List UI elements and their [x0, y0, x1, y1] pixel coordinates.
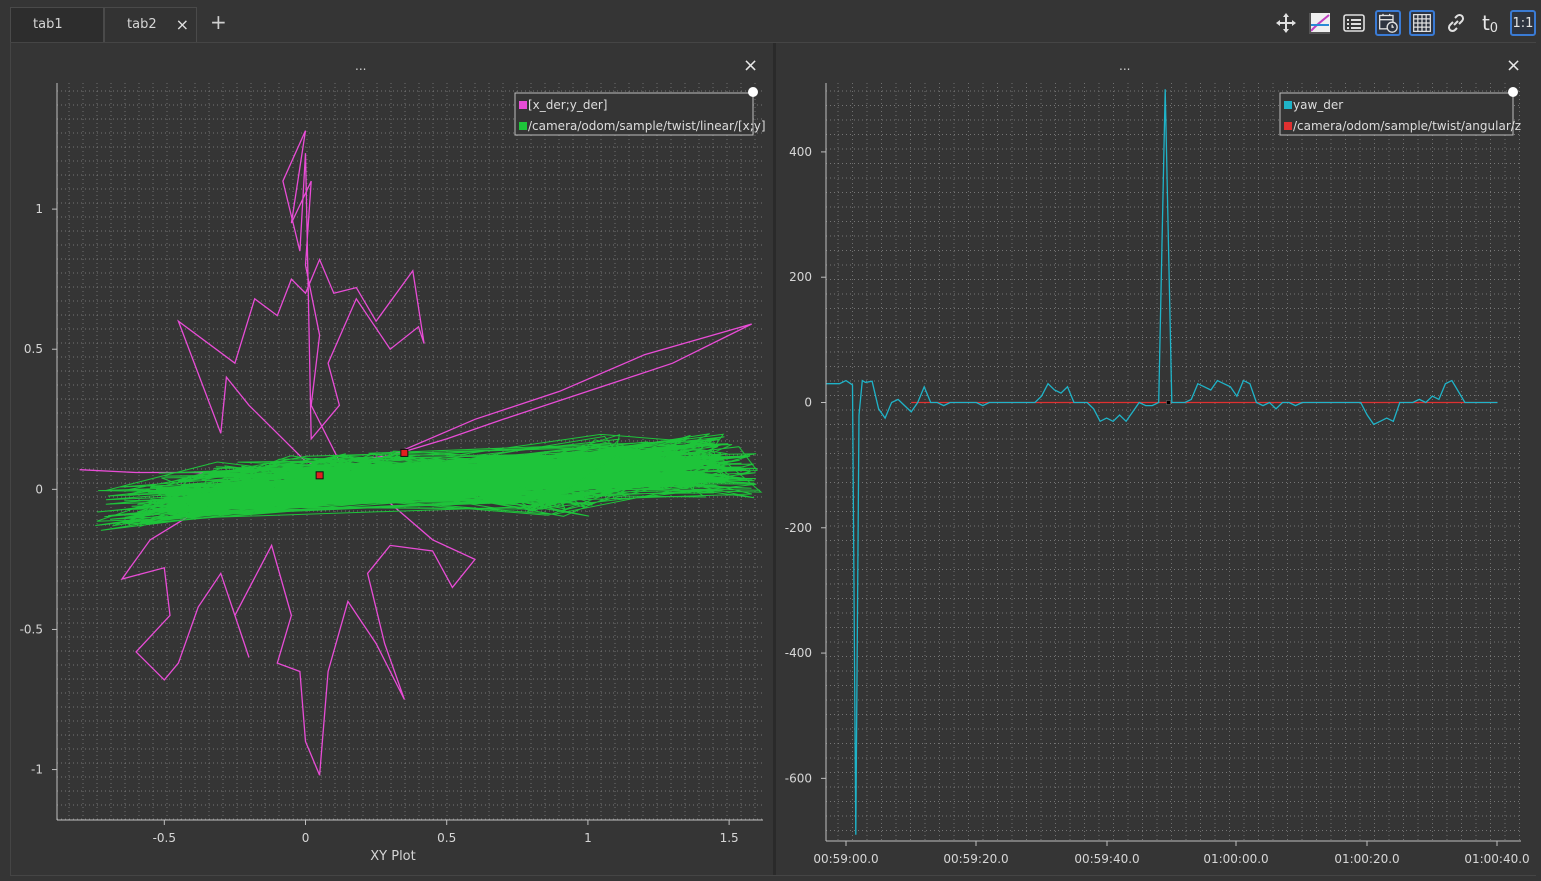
time-offset-label: t [1481, 11, 1490, 35]
close-plot-icon[interactable]: × [1506, 55, 1522, 76]
series-camera-odom-linear [95, 433, 763, 531]
time-plot-chart[interactable]: 00:59:00.0 00:59:20.0 00:59:40.0 01:00:00.0… [776, 43, 1536, 875]
close-tab-icon[interactable]: × [175, 15, 189, 34]
legend-swatch [519, 101, 527, 109]
tab-tab1[interactable]: tab1 [10, 7, 104, 42]
legend-label: [x_der;y_der] [528, 98, 607, 112]
legend-swatch [519, 122, 527, 130]
y-tick-label: -1 [31, 763, 43, 777]
plot-title: ... [355, 59, 367, 73]
series-camera-odom-linear-trend [130, 455, 730, 510]
time-tracker-icon[interactable] [1375, 10, 1401, 36]
tab-label: tab2 [127, 17, 157, 32]
legend-label: /camera/odom/sample/twist/angular/z [1293, 119, 1521, 133]
xy-plot-pane[interactable]: ... × -0.5 0 0.5 1 1.5 1 0.5 0 -0.5 -1 XY Plot [x_d… [11, 43, 773, 875]
x-tick-label: 00:59:00.0 [813, 852, 878, 866]
x-tick-label: 0.5 [437, 831, 456, 845]
link-icon[interactable] [1443, 10, 1469, 36]
time-offset-sub: 0 [1489, 20, 1499, 36]
tab-tab2[interactable]: tab2 × [104, 7, 197, 42]
pane-splitter[interactable] [773, 43, 776, 875]
legend-box [514, 92, 754, 136]
y-tick-label: 400 [789, 145, 812, 159]
legend-label: /camera/odom/sample/twist/linear/[x;y] [528, 119, 766, 133]
close-plot-icon[interactable]: × [743, 55, 759, 76]
legend-handle [1508, 87, 1518, 97]
x-tick-label: 01:00:20.0 [1334, 852, 1399, 866]
zoom-fit-icon[interactable] [1307, 10, 1333, 36]
xy-plot-chart[interactable]: -0.5 0 0.5 1 1.5 1 0.5 0 -0.5 -1 XY Plot [x_der;y_d… [11, 43, 773, 875]
y-tick-label: 0.5 [24, 342, 43, 356]
legend-label: yaw_der [1293, 98, 1343, 112]
y-tick-label: -200 [785, 521, 812, 535]
x-tick-label: 0 [302, 831, 310, 845]
series-yaw-der [826, 89, 1498, 835]
legend-swatch [1284, 101, 1292, 109]
x-tick-label: -0.5 [153, 831, 176, 845]
current-position-marker [400, 448, 409, 457]
x-axis-title: XY Plot [370, 849, 415, 864]
tab-label: tab1 [33, 17, 63, 32]
y-tick-label: 0 [804, 395, 812, 409]
ratio-icon[interactable]: 1:1 [1510, 10, 1536, 36]
x-tick-label: 01:00:40.0 [1464, 852, 1529, 866]
grid-icon[interactable] [1409, 10, 1435, 36]
plot-title: ... [1119, 59, 1131, 73]
y-tick-label: -400 [785, 646, 812, 660]
move-icon[interactable] [1273, 10, 1299, 36]
legend-swatch [1284, 122, 1292, 130]
legend-box [1279, 92, 1514, 136]
time-plot-pane[interactable]: ... × 00:59:00.0 00:59:20.0 00:59:40.0 01:0… [776, 43, 1536, 875]
x-tick-label: 1 [584, 831, 592, 845]
x-tick-label: 00:59:40.0 [1074, 852, 1139, 866]
add-tab-button[interactable]: + [210, 10, 227, 34]
y-tick-label: -600 [785, 771, 812, 785]
series-x-der-y-der [79, 130, 752, 776]
y-tick-label: 200 [789, 270, 812, 284]
y-tick-label: 0 [35, 482, 43, 496]
y-tick-label: 1 [35, 202, 43, 216]
x-tick-label: 00:59:20.0 [943, 852, 1008, 866]
ratio-label: 1:1 [1512, 15, 1534, 31]
legend-list-icon[interactable] [1341, 10, 1367, 36]
x-tick-label: 1.5 [720, 831, 739, 845]
current-position-marker [315, 471, 324, 480]
y-tick-label: -0.5 [20, 622, 43, 636]
x-tick-label: 01:00:00.0 [1203, 852, 1268, 866]
current-time-marker [1166, 400, 1171, 405]
legend-handle [748, 87, 758, 97]
